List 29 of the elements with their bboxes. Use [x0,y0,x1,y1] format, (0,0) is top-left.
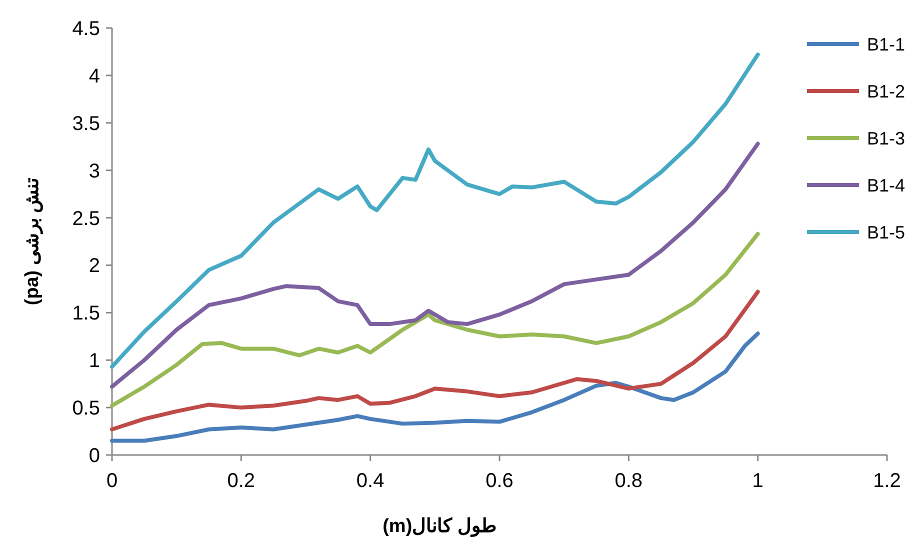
x-tick-label: 1.2 [873,470,901,492]
y-tick-label: 0.5 [72,398,100,420]
y-tick-label: 4 [88,65,100,88]
x-tick-label: 0 [106,470,118,492]
y-tick-label: 3.5 [72,112,100,135]
y-tick-label: 2.5 [72,208,100,230]
x-tick-label: 0.8 [614,470,643,492]
y-tick-label: 4.5 [72,18,100,40]
legend-label: B1-5 [867,222,906,242]
y-tick-label: 2 [88,255,100,278]
x-axis-title: طول کانال(m) [382,516,496,537]
y-tick-label: 1.5 [72,302,100,325]
line-series [110,142,760,389]
x-tick-label: 0.6 [486,470,514,492]
line-series [110,232,760,408]
line-series [110,332,760,443]
legend-label: B1-1 [867,34,906,54]
legend-label: B1-2 [867,81,906,102]
line-series [110,290,760,432]
legend-label: B1-3 [867,128,906,148]
x-tick-label: 1 [752,470,764,492]
y-tick-label: 1 [88,350,100,372]
y-axis-title: تنش برشی (pa) [22,178,43,306]
line-series [110,52,760,369]
x-tick-label: 0.4 [356,470,384,492]
x-tick-label: 0.2 [227,470,256,492]
y-tick-label: 0 [88,445,100,467]
legend-label: B1-4 [867,175,906,196]
y-tick-label: 3 [88,160,100,182]
